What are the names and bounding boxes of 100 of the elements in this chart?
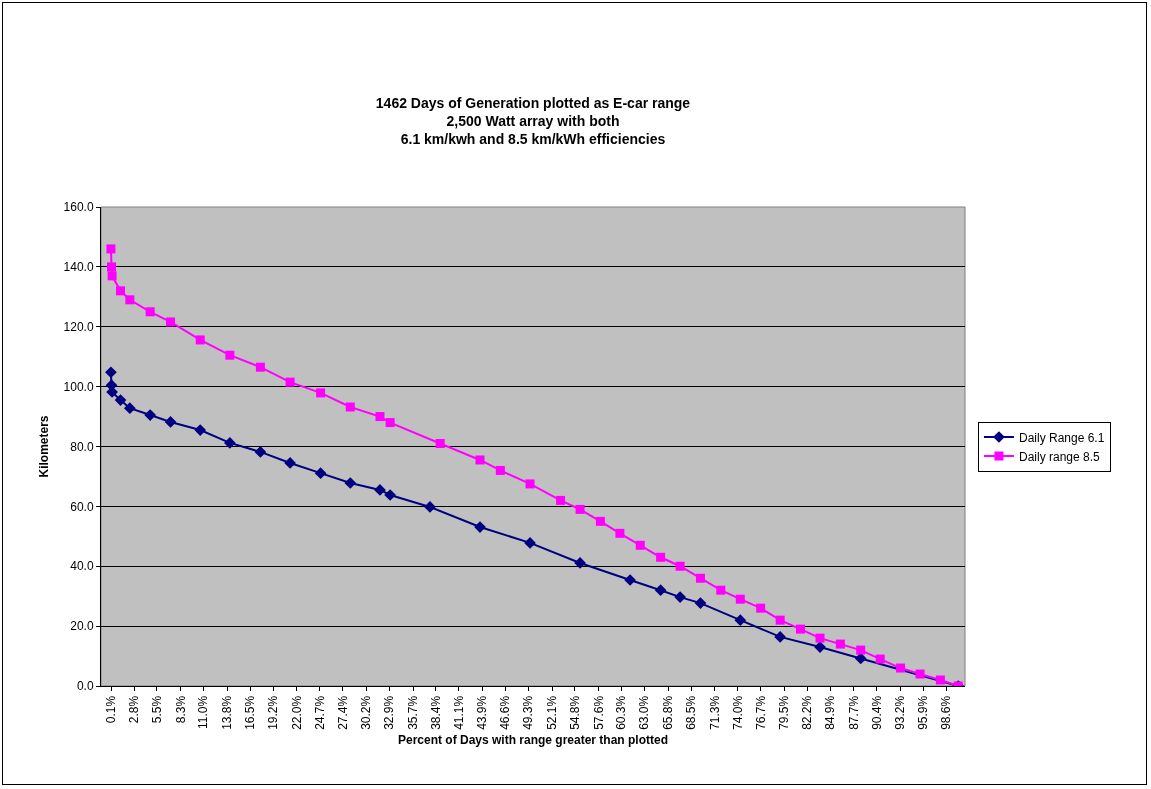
- point: [525, 479, 535, 489]
- point: [144, 409, 157, 421]
- point: [654, 584, 667, 597]
- point: [635, 540, 645, 550]
- chart-title: 1462 Days of Generation plotted as E-car range 2,500 Watt array with both 6.1 km/kwh and 8.5 km/kWh efficiencies: [375, 95, 691, 148]
- x-tick-label: 38.4%: [428, 695, 443, 730]
- point: [194, 424, 207, 436]
- y-tick-label: 60.0: [70, 499, 94, 514]
- x-tick-label: 84.9%: [823, 695, 838, 730]
- point: [615, 528, 625, 538]
- x-tick-label: 52.1%: [544, 695, 559, 730]
- point: [164, 416, 177, 428]
- point: [796, 624, 806, 634]
- x-tick-label: 5.5%: [149, 695, 164, 724]
- x-tick-label: 79.5%: [777, 695, 792, 730]
- y-tick-label: 20.0: [70, 619, 94, 634]
- x-tick-label: 71.3%: [707, 695, 722, 730]
- point: [674, 591, 686, 603]
- point: [694, 597, 707, 609]
- point: [225, 350, 235, 360]
- x-tick-label: 30.2%: [359, 695, 374, 730]
- x-tick-label: 24.7%: [312, 695, 327, 730]
- point: [575, 504, 585, 514]
- point: [145, 307, 155, 317]
- point: [314, 467, 327, 479]
- x-tick-label: 87.7%: [846, 695, 861, 730]
- point: [495, 465, 505, 475]
- point: [935, 675, 945, 685]
- x-tick-label: 8.3%: [173, 695, 188, 724]
- point: [224, 437, 236, 449]
- x-tick-label: 60.3%: [614, 695, 629, 730]
- x-tick-label: 65.8%: [661, 695, 676, 730]
- point: [695, 573, 705, 583]
- point: [856, 645, 866, 655]
- x-tick-label: 35.7%: [405, 695, 420, 730]
- y-tick-label: 120.0: [63, 319, 94, 334]
- x-axis-title: Percent of Days with range greater than plotted: [397, 732, 669, 747]
- y-tick-label: 160.0: [63, 200, 94, 215]
- x-tick-label: 2.8%: [126, 695, 141, 724]
- x-tick-label: 41.1%: [451, 695, 466, 730]
- x-tick-label: 19.2%: [266, 695, 281, 730]
- point: [656, 552, 666, 562]
- point: [116, 286, 125, 296]
- x-tick-label: 82.2%: [800, 695, 815, 730]
- y-tick-label: 40.0: [70, 559, 94, 574]
- point: [107, 271, 117, 281]
- point: [114, 394, 127, 406]
- x-tick-label: 46.6%: [498, 695, 513, 730]
- y-tick-label: 0.0: [76, 679, 94, 694]
- point: [756, 603, 766, 613]
- point: [316, 388, 326, 398]
- point: [254, 446, 267, 458]
- point: [166, 317, 176, 327]
- x-tick-label: 43.9%: [475, 695, 490, 730]
- x-tick-label: 63.0%: [637, 695, 652, 730]
- x-tick-label: 57.6%: [591, 695, 606, 730]
- x-tick-label: 22.0%: [289, 695, 304, 730]
- point: [896, 663, 906, 673]
- x-tick-label: 74.0%: [730, 695, 745, 730]
- point: [915, 669, 925, 679]
- point: [775, 615, 785, 625]
- point: [716, 585, 726, 595]
- point: [735, 594, 745, 604]
- y-tick-label: 140.0: [63, 260, 94, 275]
- x-tick-label: 32.9%: [382, 695, 397, 730]
- y-axis-title: Kilometers: [36, 415, 51, 478]
- point: [106, 244, 116, 254]
- point: [123, 402, 136, 415]
- point: [125, 295, 135, 305]
- point: [835, 639, 845, 649]
- x-tick-label: 93.2%: [893, 695, 908, 730]
- point: [595, 516, 605, 526]
- x-tick-label: 54.8%: [567, 695, 582, 730]
- point: [195, 335, 205, 345]
- x-tick-label: 76.7%: [753, 695, 768, 730]
- point: [675, 561, 685, 571]
- point: [345, 402, 355, 412]
- x-tick-label: 16.5%: [243, 695, 258, 730]
- point: [285, 377, 295, 387]
- legend-label: Daily range 8.5: [1018, 449, 1100, 464]
- point: [815, 633, 825, 643]
- x-tick-label: 13.8%: [220, 695, 235, 730]
- point: [875, 654, 885, 664]
- x-tick-label: 95.9%: [916, 695, 931, 730]
- point: [556, 495, 566, 505]
- point: [734, 614, 747, 626]
- point: [344, 477, 357, 489]
- x-tick-label: 98.6%: [939, 695, 954, 730]
- x-tick-label: 68.5%: [684, 695, 699, 730]
- x-tick-label: 49.3%: [521, 695, 536, 730]
- point: [375, 412, 385, 422]
- point: [255, 362, 265, 372]
- point: [385, 418, 395, 428]
- point: [774, 631, 787, 643]
- legend-label: Daily Range 6.1: [1018, 430, 1105, 445]
- point: [107, 262, 117, 272]
- point: [105, 366, 117, 379]
- x-tick-label: 0.1%: [104, 695, 119, 724]
- point: [435, 439, 445, 449]
- x-tick-label: 27.4%: [335, 695, 350, 730]
